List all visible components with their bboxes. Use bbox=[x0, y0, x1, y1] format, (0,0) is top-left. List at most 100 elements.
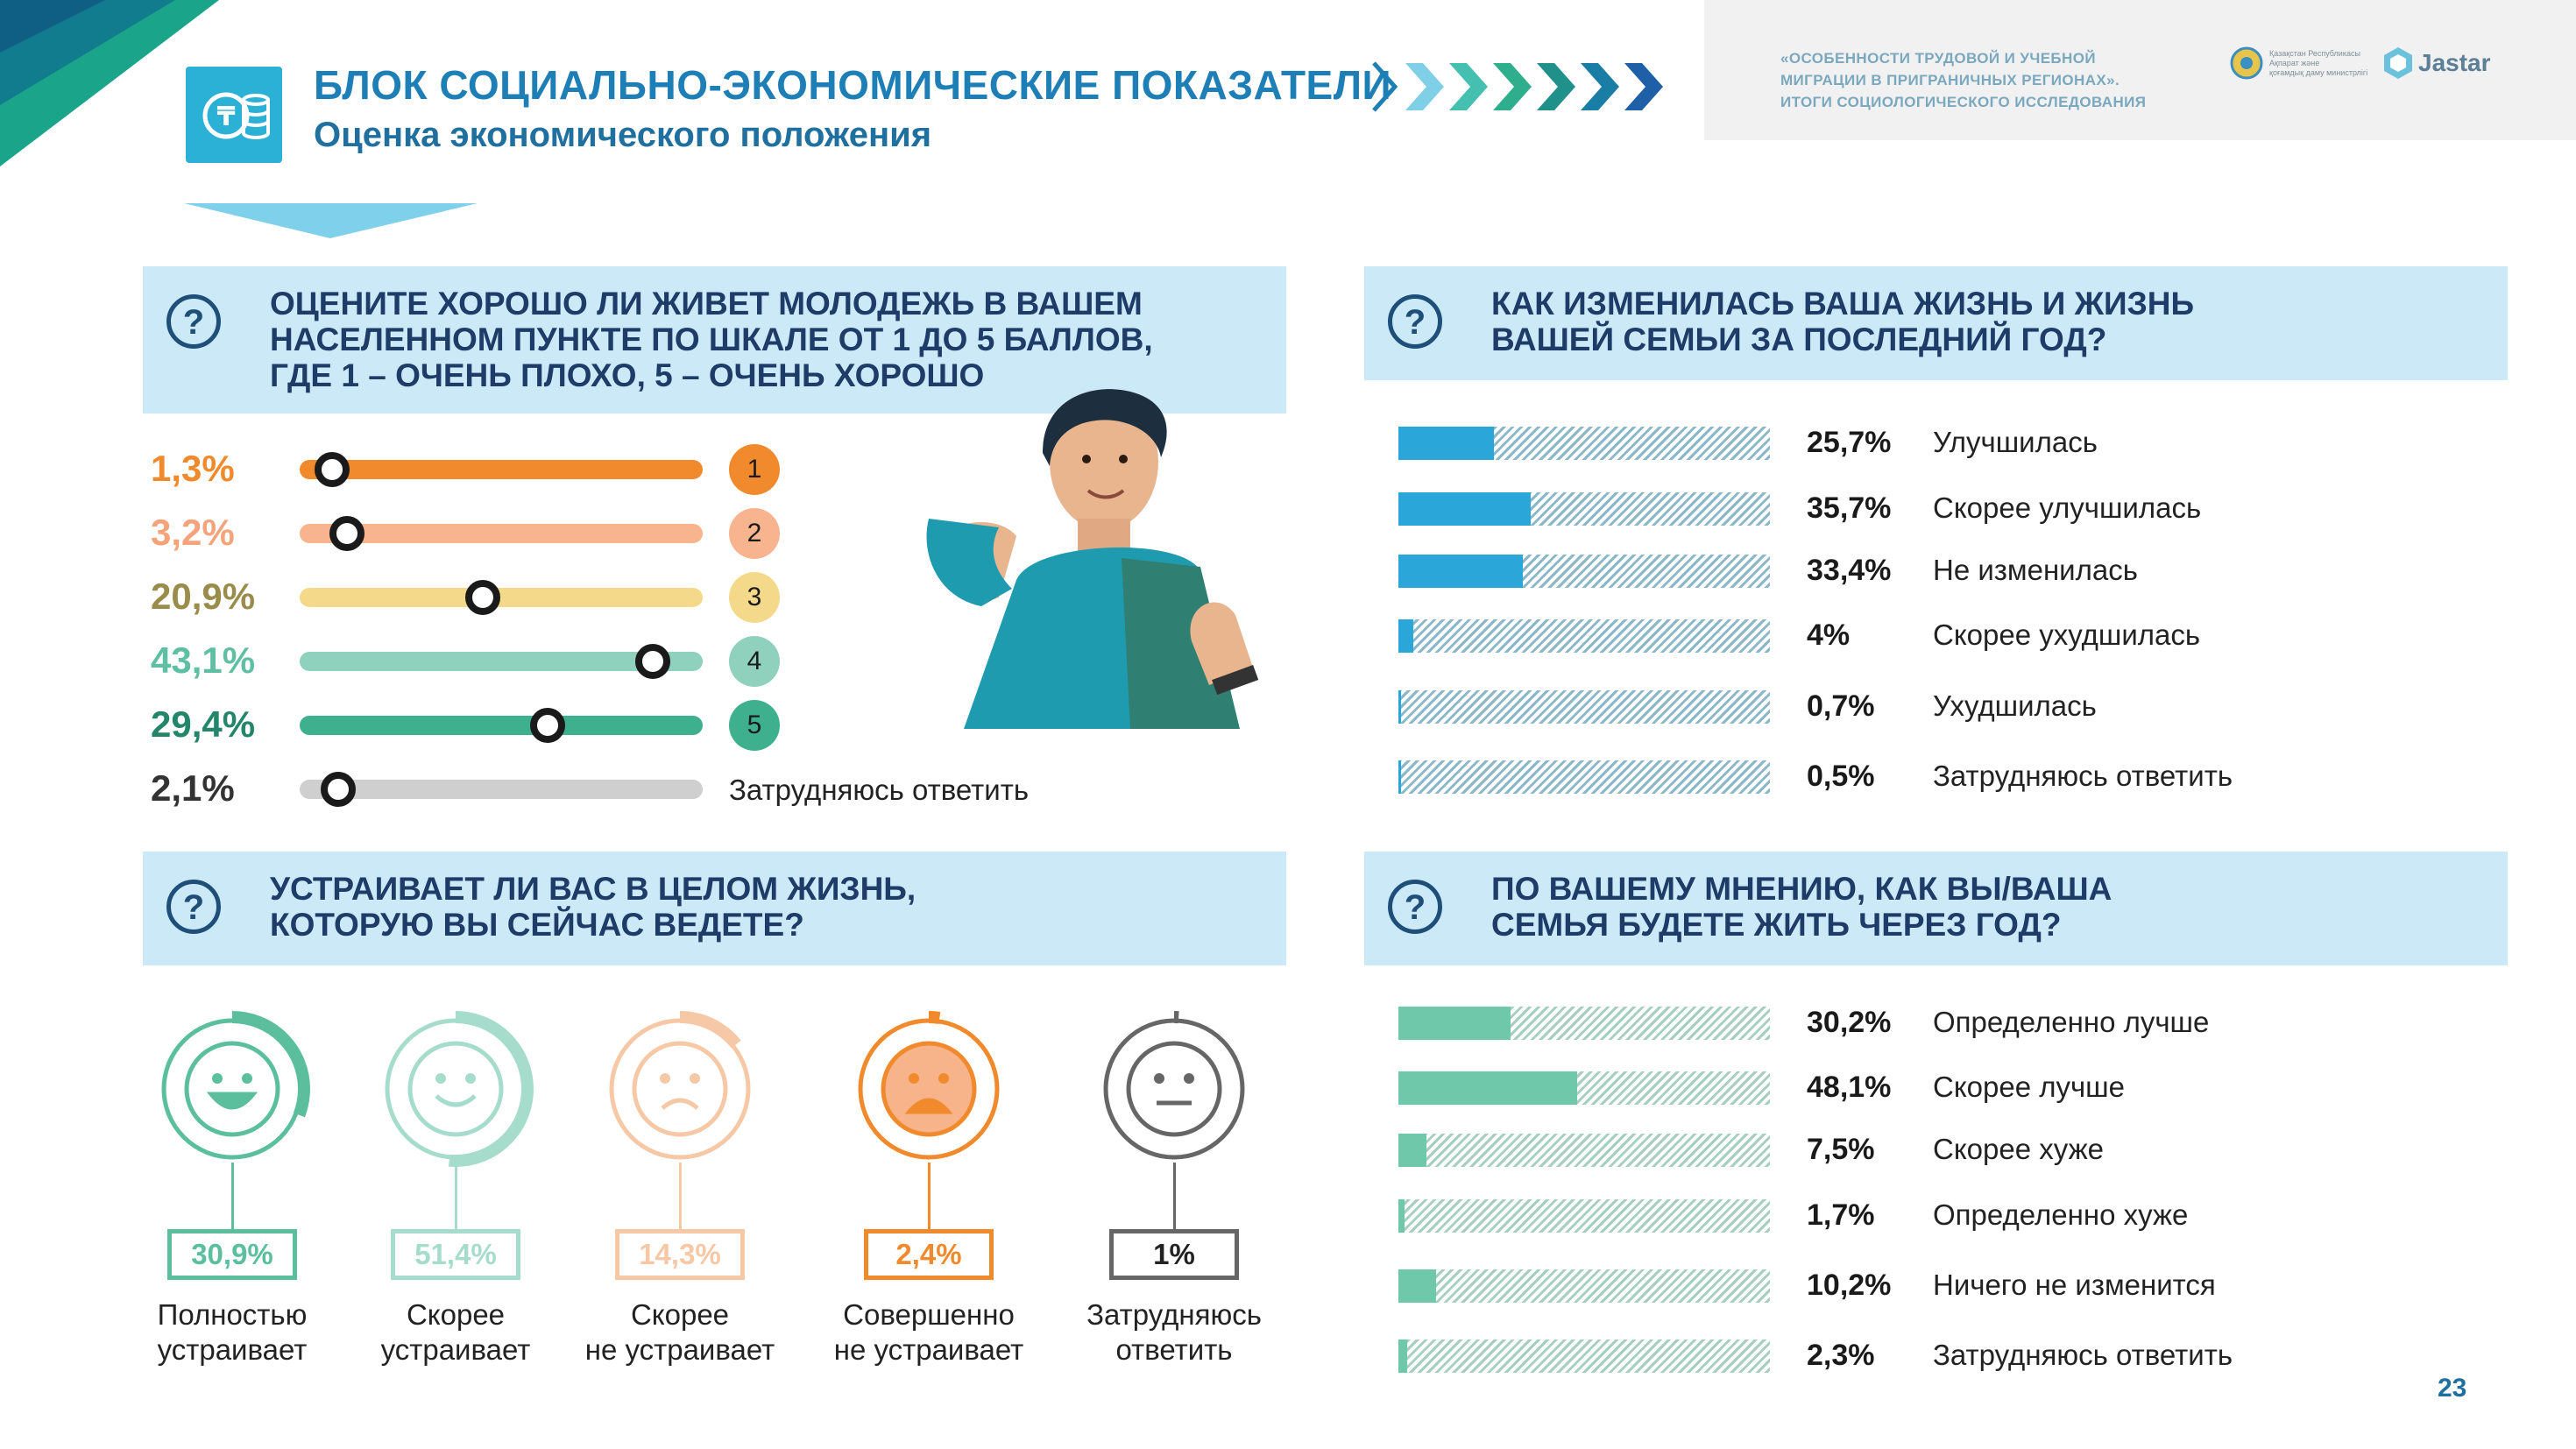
donut-arc bbox=[1096, 1011, 1252, 1167]
bar-value-label: 35,7% bbox=[1807, 491, 1892, 525]
face-eye bbox=[938, 1073, 949, 1084]
bar-track bbox=[1398, 1339, 1770, 1373]
face-mouth bbox=[435, 1094, 477, 1107]
satisfaction-category-line: устраивает bbox=[380, 1333, 531, 1366]
bar bbox=[1398, 492, 1532, 526]
bar-value-label: 48,1% bbox=[1807, 1071, 1892, 1104]
satisfaction-category-label: Полностью устраивает bbox=[118, 1297, 346, 1368]
smiling-face-icon bbox=[378, 1011, 534, 1167]
question-life-change: КАК ИЗМЕНИЛАСЬ ВАША ЖИЗНЬ И ЖИЗНЬ ВАШЕЙ … bbox=[1491, 286, 2195, 357]
bar bbox=[1398, 1269, 1437, 1303]
satisfaction-category-line: Затрудняюсь bbox=[1086, 1298, 1262, 1331]
rating-value-label: 43,1% bbox=[151, 640, 256, 681]
question-panel-satisfaction bbox=[143, 852, 1286, 965]
rating-bar bbox=[300, 460, 703, 479]
satisfaction-category-line: не устраивает bbox=[584, 1333, 775, 1366]
bar-value-label: 0,7% bbox=[1807, 689, 1875, 723]
bar-track bbox=[1398, 690, 1770, 724]
young-man-thumbs-illustration bbox=[926, 389, 1259, 729]
angry-face-icon bbox=[851, 1011, 1007, 1167]
page-title: БЛОК СОЦИАЛЬНО-ЭКОНОМИЧЕСКИЕ ПОКАЗАТЕЛИ bbox=[314, 62, 1392, 108]
donut-arc bbox=[154, 1011, 310, 1167]
bar-category-label: Улучшилась bbox=[1933, 426, 2098, 458]
satisfaction-value-label: 51,4% bbox=[391, 1229, 520, 1280]
face-eye bbox=[465, 1073, 476, 1084]
bar-category-label: Скорее хуже bbox=[1933, 1133, 2105, 1165]
bar-value-label: 0,5% bbox=[1807, 760, 1875, 793]
neutral-face-icon bbox=[1096, 1011, 1252, 1167]
rating-marker bbox=[315, 452, 350, 487]
connector-line bbox=[455, 1163, 457, 1231]
bar bbox=[1398, 555, 1523, 588]
question-icon: ? bbox=[166, 880, 221, 934]
chevron-arrows-icon bbox=[1372, 61, 1663, 112]
rating-value-label: 29,4% bbox=[151, 703, 256, 745]
question-panel-life-change bbox=[1364, 266, 2508, 380]
page-number: 23 bbox=[2438, 1374, 2467, 1403]
report-title: «ОСОБЕННОСТИ ТРУДОВОЙ И УЧЕБНОЙ МИГРАЦИИ… bbox=[1780, 50, 2147, 110]
rating-score-badge: 1 bbox=[729, 444, 780, 495]
question-panel-forecast bbox=[1364, 852, 2508, 965]
bar-category-label: Определенно лучше bbox=[1933, 1006, 2210, 1038]
rating-score-badge: 5 bbox=[729, 700, 780, 751]
rating-bar bbox=[300, 780, 703, 799]
bar-value-label: 7,5% bbox=[1807, 1133, 1875, 1166]
bar bbox=[1398, 1134, 1426, 1167]
satisfaction-value-label: 14,3% bbox=[615, 1229, 745, 1280]
face-eye bbox=[909, 1073, 919, 1084]
bar bbox=[1398, 1339, 1407, 1373]
rating-marker bbox=[634, 644, 670, 679]
rating-bar bbox=[300, 588, 703, 607]
rating-category-label: Затрудняюсь ответить bbox=[729, 774, 1030, 806]
face-eye bbox=[690, 1073, 700, 1084]
rating-value-label: 1,3% bbox=[151, 448, 235, 489]
bar bbox=[1398, 690, 1401, 724]
satisfaction-category-label: Совершенно не устраивает bbox=[815, 1297, 1043, 1368]
bar-track bbox=[1398, 619, 1770, 653]
bar-value-label: 10,2% bbox=[1807, 1269, 1892, 1302]
face bbox=[184, 1041, 280, 1137]
donut-arc bbox=[378, 1011, 534, 1167]
question-icon: ? bbox=[166, 294, 221, 349]
rating-score-badge: 2 bbox=[729, 508, 780, 559]
state-emblem-icon bbox=[2230, 46, 2263, 80]
bar-value-label: 33,4% bbox=[1807, 554, 1892, 587]
bar-category-label: Скорее лучше bbox=[1933, 1071, 2125, 1103]
question-panel-rating bbox=[143, 266, 1286, 413]
laughing-face-icon bbox=[154, 1011, 310, 1167]
bar-category-label: Затрудняюсь ответить bbox=[1933, 760, 2233, 792]
question-satisfaction: УСТРАИВАЕТ ЛИ ВАС В ЦЕЛОМ ЖИЗНЬ, КОТОРУЮ… bbox=[270, 871, 916, 943]
coins-icon: ₸ bbox=[186, 67, 282, 163]
face-eye bbox=[242, 1073, 252, 1084]
page-subtitle: Оценка экономического положения bbox=[314, 116, 932, 154]
brand-logo: Jastar bbox=[2418, 49, 2491, 76]
rating-bar bbox=[300, 524, 703, 543]
satisfaction-category-line: Полностью bbox=[157, 1298, 308, 1331]
rating-marker bbox=[321, 772, 357, 807]
bar-value-label: 2,3% bbox=[1807, 1339, 1875, 1372]
face bbox=[407, 1041, 504, 1137]
bar-category-label: Определенно хуже bbox=[1933, 1198, 2189, 1231]
rating-score-badge: 3 bbox=[729, 572, 780, 623]
satisfaction-category-label: Скорее устраивает bbox=[342, 1297, 570, 1368]
corner-decoration bbox=[0, 0, 219, 166]
satisfaction-category-line: ответить bbox=[1115, 1333, 1233, 1366]
rating-marker bbox=[464, 580, 500, 615]
svg-text:₸: ₸ bbox=[217, 102, 236, 132]
bar-track bbox=[1398, 760, 1770, 794]
rating-score-badge: 4 bbox=[729, 636, 780, 687]
rating-bar bbox=[300, 716, 703, 735]
question-forecast: ПО ВАШЕМУ МНЕНИЮ, КАК ВЫ/ВАША СЕМЬЯ БУДЕ… bbox=[1491, 871, 2112, 943]
satisfaction-value-label: 1% bbox=[1109, 1229, 1239, 1280]
bar-track bbox=[1398, 1269, 1770, 1303]
satisfaction-category-line: устраивает bbox=[157, 1333, 308, 1366]
bar-value-label: 1,7% bbox=[1807, 1198, 1875, 1232]
rating-value-label: 3,2% bbox=[151, 512, 235, 553]
bar-track bbox=[1398, 1134, 1770, 1167]
bar-category-label: Скорее ухудшилась bbox=[1933, 618, 2201, 651]
connector-line bbox=[928, 1163, 931, 1231]
satisfaction-category-line: Скорее bbox=[630, 1298, 730, 1331]
face-eye bbox=[435, 1073, 446, 1084]
face-mouth bbox=[661, 1098, 699, 1110]
face-mouth bbox=[206, 1092, 258, 1110]
